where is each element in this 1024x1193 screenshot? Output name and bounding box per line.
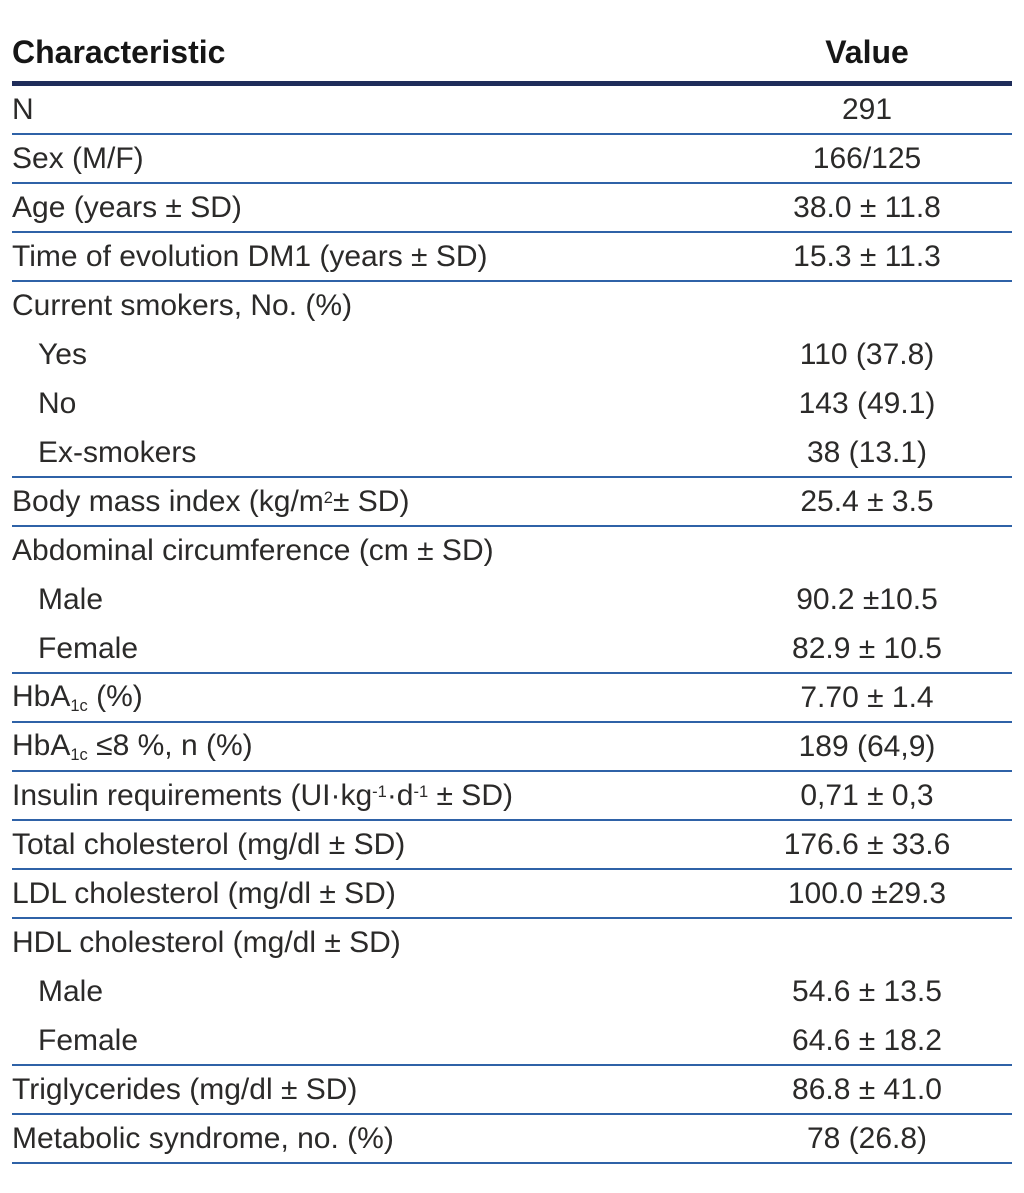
row-label: Abdominal circumference (cm ± SD)	[12, 533, 494, 567]
row-label: Age (years ± SD)	[12, 190, 242, 224]
row-label: Sex (M/F)	[12, 141, 144, 175]
header-value: Value	[825, 34, 909, 70]
table-row: HbA1c (%) 7.70 ± 1.4	[12, 674, 1012, 723]
row-value: 64.6 ± 18.2	[792, 1023, 942, 1057]
row-label: Triglycerides (mg/dl ± SD)	[12, 1072, 358, 1106]
row-value: 38 (13.1)	[806, 435, 928, 469]
row-label: Male	[38, 582, 104, 616]
row-value: 15.3 ± 11.3	[793, 239, 941, 273]
row-label: Body mass index (kg/m2± SD)	[12, 484, 410, 518]
row-label: Female	[38, 1023, 139, 1057]
row-label: Yes	[38, 337, 87, 371]
row-value: 0,71 ± 0,3	[800, 778, 934, 812]
row-value: 291	[841, 92, 893, 126]
table-row: HbA1c ≤8 %, n (%) 189 (64,9)	[12, 723, 1012, 772]
table-header-row: Characteristic Value	[12, 30, 1012, 86]
table-row: N 291	[12, 86, 1012, 135]
table-row: Current smokers, No. (%)	[12, 282, 1012, 331]
row-label: HbA1c ≤8 %, n (%)	[12, 728, 253, 764]
row-value: 143 (49.1)	[798, 386, 936, 420]
header-characteristic: Characteristic	[12, 34, 226, 70]
table-row: No 143 (49.1)	[12, 380, 1012, 429]
row-value: 189 (64,9)	[798, 729, 936, 763]
row-value: 176.6 ± 33.6	[783, 827, 951, 861]
table-row: Time of evolution DM1 (years ± SD) 15.3 ±…	[12, 233, 1012, 282]
row-value: 25.4 ± 3.5	[800, 484, 934, 518]
row-label: HbA1c (%)	[12, 679, 143, 715]
row-value: 86.8 ± 41.0	[792, 1072, 942, 1106]
row-label: LDL cholesterol (mg/dl ± SD)	[12, 876, 396, 910]
table-row: Female 82.9 ± 10.5	[12, 625, 1012, 674]
table-row: LDL cholesterol (mg/dl ± SD) 100.0 ±29.3	[12, 870, 1012, 919]
row-label: HDL cholesterol (mg/dl ± SD)	[12, 925, 401, 959]
row-label: Current smokers, No. (%)	[12, 288, 353, 322]
row-label: N	[12, 92, 34, 126]
row-label: Female	[38, 631, 139, 665]
row-label: Metabolic syndrome, no. (%)	[12, 1121, 394, 1155]
row-value: 90.2 ±10.5	[796, 582, 938, 616]
row-value: 166/125	[812, 141, 922, 175]
characteristics-table: Characteristic Value N 291 Sex (M/F) 166/12…	[12, 30, 1012, 1164]
row-label: Ex-smokers	[38, 435, 197, 469]
table-row: Abdominal circumference (cm ± SD)	[12, 527, 1012, 576]
table-row: Metabolic syndrome, no. (%) 78 (26.8)	[12, 1115, 1012, 1164]
row-label: Male	[38, 974, 104, 1008]
row-value: 78 (26.8)	[806, 1121, 928, 1155]
table-row: Insulin requirements (UI·kg-1·d-1 ± SD) 0…	[12, 772, 1012, 821]
row-value: 100.0 ±29.3	[787, 876, 947, 910]
table-row: Triglycerides (mg/dl ± SD) 86.8 ± 41.0	[12, 1066, 1012, 1115]
row-value: 82.9 ± 10.5	[792, 631, 942, 665]
row-value: 38.0 ± 11.8	[793, 190, 941, 224]
row-value: 7.70 ± 1.4	[800, 680, 934, 714]
table-row: Sex (M/F) 166/125	[12, 135, 1012, 184]
table-row: Yes 110 (37.8)	[12, 331, 1012, 380]
table-row: Ex-smokers 38 (13.1)	[12, 429, 1012, 478]
row-value: 110 (37.8)	[799, 337, 935, 371]
row-label: Insulin requirements (UI·kg-1·d-1 ± SD)	[12, 778, 513, 812]
table-row: HDL cholesterol (mg/dl ± SD)	[12, 919, 1012, 968]
table-row: Female 64.6 ± 18.2	[12, 1017, 1012, 1066]
table-row: Age (years ± SD) 38.0 ± 11.8	[12, 184, 1012, 233]
row-label: Total cholesterol (mg/dl ± SD)	[12, 827, 406, 861]
table-row: Body mass index (kg/m2± SD) 25.4 ± 3.5	[12, 478, 1012, 527]
table-row: Male 54.6 ± 13.5	[12, 968, 1012, 1017]
row-label: No	[38, 386, 77, 420]
table-row: Total cholesterol (mg/dl ± SD) 176.6 ± 33…	[12, 821, 1012, 870]
table-row: Male 90.2 ±10.5	[12, 576, 1012, 625]
table-body: N 291 Sex (M/F) 166/125 Age (years ± SD) 38.0…	[12, 86, 1012, 1164]
row-value: 54.6 ± 13.5	[792, 974, 942, 1008]
row-label: Time of evolution DM1 (years ± SD)	[12, 239, 488, 273]
